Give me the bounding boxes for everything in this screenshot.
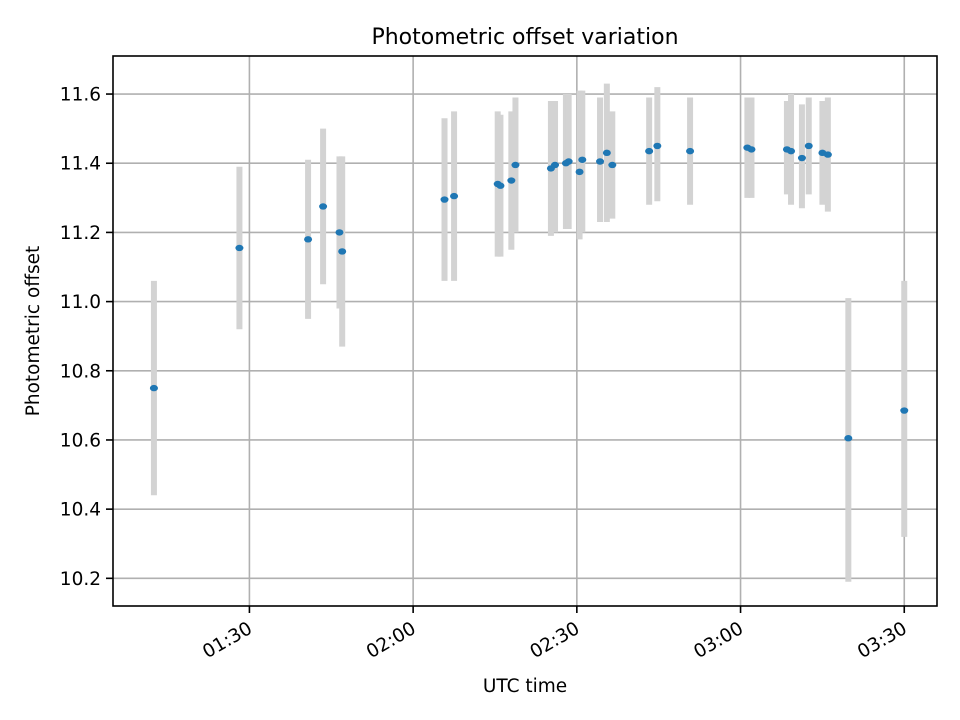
data-point: [787, 147, 796, 155]
chart-title: Photometric offset variation: [371, 25, 678, 50]
data-point: [149, 384, 158, 392]
x-tick-label: 03:00: [690, 618, 747, 663]
data-point: [596, 158, 605, 165]
data-point: [747, 146, 756, 153]
y-tick-label: 10.4: [60, 500, 101, 521]
data-point: [686, 147, 695, 155]
data-point: [319, 203, 328, 210]
data-point: [575, 168, 584, 176]
data-point: [653, 142, 662, 150]
data-point: [602, 149, 611, 157]
y-tick-label: 11.4: [60, 154, 101, 175]
grid-layer: [113, 56, 937, 606]
y-tick-label: 10.6: [60, 430, 101, 451]
data-point: [335, 229, 344, 236]
data-point: [235, 244, 244, 252]
x-axis-label: UTC time: [483, 676, 567, 697]
tick-layer: 01:30 02:00 02:30 03:00 03:30 10.2 10.4 10.6 10.…: [60, 85, 911, 663]
data-point: [645, 147, 654, 155]
data-point: [797, 154, 806, 162]
data-point: [900, 407, 909, 414]
x-tick-label: 02:30: [527, 618, 584, 663]
data-point: [338, 248, 347, 255]
data-point: [844, 435, 853, 442]
data-point: [496, 182, 505, 189]
x-tick-label: 01:30: [199, 618, 256, 663]
x-tick-label: 03:30: [854, 618, 911, 663]
data-point: [511, 161, 520, 169]
data-point: [304, 236, 313, 243]
data-point: [578, 156, 587, 163]
data-point: [804, 142, 813, 150]
y-tick-label: 10.2: [60, 569, 101, 590]
data-point: [551, 161, 560, 169]
y-axis-label: Photometric offset: [23, 246, 44, 417]
data-point: [450, 192, 459, 200]
y-tick-label: 11.6: [60, 85, 101, 106]
data-point: [823, 151, 832, 158]
data-point: [440, 196, 449, 203]
data-point: [564, 158, 573, 165]
data-point: [507, 177, 516, 184]
data-point: [608, 161, 617, 169]
y-tick-label: 11.2: [60, 223, 101, 244]
plot-frame: [112, 55, 938, 607]
point-layer: [149, 142, 909, 442]
y-tick-label: 11.0: [60, 292, 101, 313]
x-tick-label: 02:00: [363, 618, 420, 663]
errorbar-layer: [150, 83, 908, 582]
y-tick-label: 10.8: [60, 361, 101, 382]
